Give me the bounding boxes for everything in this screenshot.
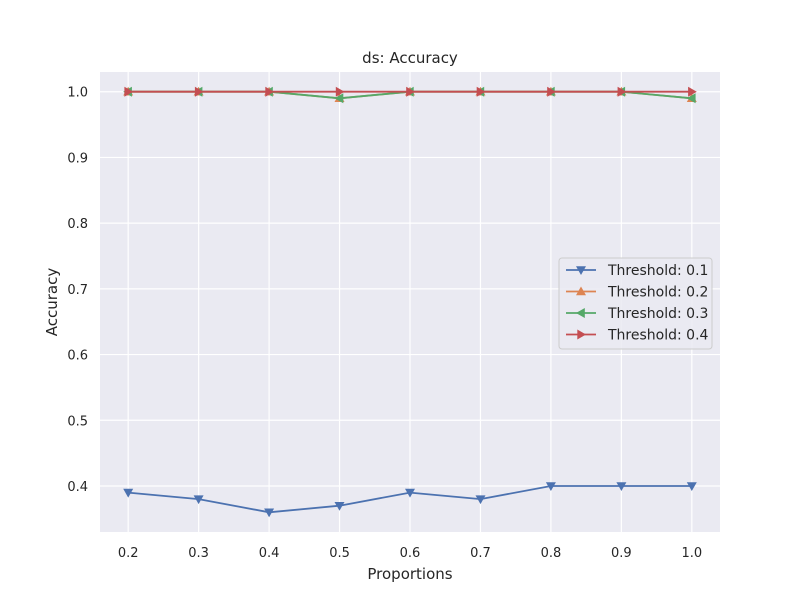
data-point <box>476 86 486 97</box>
x-tick-label: 0.9 <box>611 546 632 561</box>
x-tick-label: 0.5 <box>329 546 350 561</box>
legend-label: Threshold: 0.1 <box>607 263 708 279</box>
x-axis-label: Proportions <box>367 565 452 583</box>
y-tick-label: 0.9 <box>67 151 88 166</box>
y-tick-label: 0.4 <box>67 480 88 495</box>
data-point <box>545 482 556 491</box>
chart-title: ds: Accuracy <box>362 49 458 67</box>
data-point <box>686 93 696 104</box>
legend-marker <box>577 329 586 340</box>
y-axis-label: Accuracy <box>43 268 61 337</box>
legend-marker <box>576 286 586 296</box>
data-series <box>123 86 697 518</box>
data-point <box>334 93 344 104</box>
data-point <box>193 495 204 505</box>
data-point <box>194 86 204 97</box>
data-point <box>406 86 415 97</box>
data-point <box>475 495 486 505</box>
y-tick-label: 0.7 <box>67 283 88 298</box>
data-point <box>688 86 697 97</box>
legend: Threshold: 0.1 Threshold: 0.2 Threshold: 0… <box>558 257 713 350</box>
x-tick-label: 0.2 <box>118 546 139 561</box>
data-point <box>686 482 697 491</box>
series-4 <box>124 86 697 97</box>
x-tick-label: 0.8 <box>541 546 562 561</box>
legend-entry: Threshold: 0.4 <box>566 328 709 344</box>
tick-labels: 0.2 0.3 0.4 0.5 0.6 0.7 0.8 0.9 1.0 0.4 0.5 0.6 0.7 0… <box>67 86 702 561</box>
data-point <box>264 508 275 518</box>
legend-entry: Threshold: 0.1 <box>566 263 708 279</box>
series-1 <box>123 482 697 518</box>
legend-label: Threshold: 0.2 <box>607 285 708 301</box>
legend-label: Threshold: 0.3 <box>607 306 708 322</box>
x-tick-label: 0.3 <box>188 546 209 561</box>
x-tick-label: 0.6 <box>400 546 421 561</box>
data-point <box>617 86 627 97</box>
y-tick-label: 1.0 <box>67 86 88 101</box>
data-point <box>547 86 556 97</box>
data-point <box>335 86 345 97</box>
y-tick-label: 0.6 <box>67 349 88 364</box>
x-tick-label: 0.7 <box>470 546 491 561</box>
data-point <box>616 482 627 491</box>
data-point <box>265 86 275 97</box>
legend-marker <box>576 266 586 275</box>
data-point <box>405 488 415 498</box>
data-point <box>123 488 134 498</box>
data-point <box>124 86 134 97</box>
legend-box <box>558 257 713 350</box>
x-tick-label: 0.4 <box>259 546 280 561</box>
legend-marker <box>576 308 585 318</box>
y-tick-label: 0.8 <box>67 217 88 232</box>
legend-entry: Threshold: 0.2 <box>566 285 708 301</box>
y-tick-label: 0.5 <box>67 414 88 429</box>
x-tick-label: 1.0 <box>681 546 702 561</box>
legend-label: Threshold: 0.4 <box>607 328 709 344</box>
legend-entry: Threshold: 0.3 <box>566 306 708 322</box>
data-point <box>334 502 345 511</box>
